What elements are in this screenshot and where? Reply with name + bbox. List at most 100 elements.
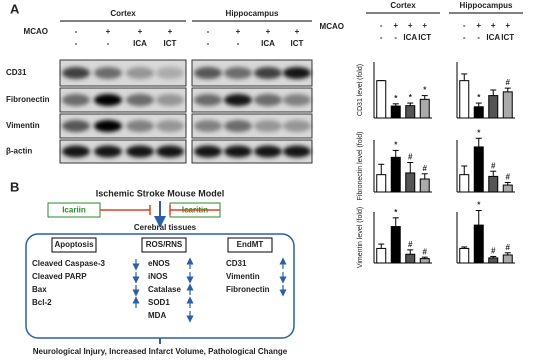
band <box>254 145 282 158</box>
mcao-sign: + <box>236 27 241 36</box>
item-label: MDA <box>148 311 166 320</box>
item-label: Bax <box>32 285 47 294</box>
item-label: iNOS <box>148 272 168 281</box>
significance: * <box>477 201 481 210</box>
band <box>283 94 311 106</box>
region-header: Cortex <box>110 9 136 18</box>
significance: * <box>394 208 398 217</box>
item-label: Vimentin <box>226 272 260 281</box>
item-label: CD31 <box>226 259 247 268</box>
mcao-sign: + <box>393 21 398 30</box>
drug-label: ICT <box>418 33 431 42</box>
region-header: Hippocampus <box>226 9 279 18</box>
mcao-sign: + <box>106 27 111 36</box>
bar <box>459 247 470 264</box>
bar <box>390 105 401 119</box>
tissue-label: Cerebral tissues <box>134 223 197 232</box>
bar <box>376 174 387 193</box>
significance: # <box>423 164 428 173</box>
band <box>194 67 222 79</box>
band <box>62 94 90 106</box>
significance: # <box>408 240 413 249</box>
bar <box>376 80 387 119</box>
drug-label: - <box>463 33 466 42</box>
region-header: Cortex <box>390 1 416 10</box>
band <box>283 145 311 158</box>
band <box>62 67 90 79</box>
bar <box>405 172 416 193</box>
region-header: Hippocampus <box>460 1 513 10</box>
bar <box>502 184 513 193</box>
band <box>156 145 184 158</box>
row-label: CD31 <box>6 68 27 77</box>
band <box>156 67 184 79</box>
item-label: Cleaved PARP <box>32 272 87 281</box>
mcao-sign: - <box>75 27 78 36</box>
band <box>224 67 252 79</box>
band <box>94 67 122 79</box>
mcao-sign: + <box>408 21 413 30</box>
band <box>62 120 90 132</box>
outcome: Neurological Injury, Increased Infarct V… <box>33 347 288 356</box>
bar <box>419 258 430 264</box>
mcao-sign: + <box>138 27 143 36</box>
significance: # <box>506 78 511 87</box>
band <box>194 120 222 132</box>
significance: * <box>477 93 481 102</box>
mcao-sign: + <box>266 27 271 36</box>
mcao-sign: + <box>505 21 510 30</box>
band <box>94 94 122 106</box>
band <box>126 145 154 158</box>
band <box>94 145 122 158</box>
drug-label: ICA <box>486 33 500 42</box>
band <box>254 94 282 106</box>
band <box>254 67 282 79</box>
bar <box>419 178 430 193</box>
drug-label: ICT <box>164 39 177 48</box>
item-label: Fibronectin <box>226 285 270 294</box>
drug-label: ICA <box>403 33 417 42</box>
significance: # <box>491 161 496 170</box>
item-label: Bcl-2 <box>32 298 52 307</box>
group-title: ROS/RNS <box>146 240 183 249</box>
group-box <box>227 237 273 253</box>
mcao-sign: - <box>207 27 210 36</box>
drug-name: Icariin <box>62 206 86 215</box>
mcao-sign: + <box>491 21 496 30</box>
band <box>126 94 154 106</box>
bar <box>473 146 484 193</box>
bar <box>390 156 401 193</box>
bar <box>390 226 401 264</box>
band <box>224 94 252 106</box>
group-box <box>141 237 187 253</box>
significance: # <box>506 173 511 182</box>
bar <box>502 91 513 119</box>
item-label: Cleaved Caspase-3 <box>32 259 105 268</box>
item-label: Catalase <box>148 285 181 294</box>
drug-label: ICT <box>291 39 304 48</box>
mcao-sign: - <box>380 21 383 30</box>
mcao-sign: - <box>463 21 466 30</box>
band <box>156 94 184 106</box>
mcao-sign: + <box>422 21 427 30</box>
drug-label: - <box>207 39 210 48</box>
drug-label: - <box>237 39 240 48</box>
row-label: Fibronectin <box>6 95 50 104</box>
mcao-sign: + <box>476 21 481 30</box>
band <box>194 145 222 158</box>
drug-label: - <box>477 33 480 42</box>
mcao-sign: + <box>295 27 300 36</box>
panel-label: A <box>10 1 20 16</box>
significance: * <box>394 94 398 103</box>
significance: * <box>423 86 427 95</box>
band <box>126 67 154 79</box>
band <box>254 120 282 132</box>
bar <box>473 106 484 119</box>
band <box>62 145 90 158</box>
drug-label: - <box>75 39 78 48</box>
group-title: EndMT <box>237 240 264 249</box>
significance: # <box>506 243 511 252</box>
row-label: β-actin <box>6 147 32 156</box>
group-title: Apoptosis <box>54 240 94 249</box>
significance: # <box>423 247 428 256</box>
